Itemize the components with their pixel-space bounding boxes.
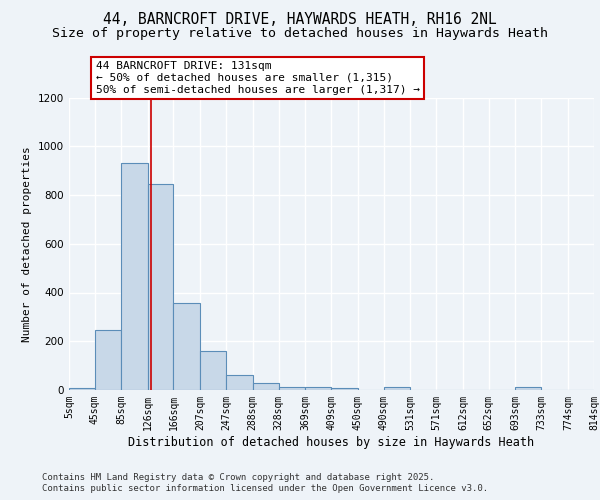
Text: Contains HM Land Registry data © Crown copyright and database right 2025.: Contains HM Land Registry data © Crown c… xyxy=(42,472,434,482)
X-axis label: Distribution of detached houses by size in Haywards Heath: Distribution of detached houses by size … xyxy=(128,436,535,448)
Bar xyxy=(148,184,173,390)
Bar xyxy=(278,387,305,390)
Text: 44 BARNCROFT DRIVE: 131sqm
← 50% of detached houses are smaller (1,315)
50% of s: 44 BARNCROFT DRIVE: 131sqm ← 50% of deta… xyxy=(95,62,419,94)
Bar xyxy=(95,330,121,390)
Text: Size of property relative to detached houses in Haywards Heath: Size of property relative to detached ho… xyxy=(52,28,548,40)
Bar xyxy=(331,388,358,390)
Bar xyxy=(384,387,410,390)
Text: Contains public sector information licensed under the Open Government Licence v3: Contains public sector information licen… xyxy=(42,484,488,493)
Bar xyxy=(226,375,253,390)
Bar xyxy=(200,352,226,390)
Y-axis label: Number of detached properties: Number of detached properties xyxy=(22,146,32,342)
Text: 44, BARNCROFT DRIVE, HAYWARDS HEATH, RH16 2NL: 44, BARNCROFT DRIVE, HAYWARDS HEATH, RH1… xyxy=(103,12,497,28)
Bar xyxy=(305,387,331,390)
Bar xyxy=(173,304,200,390)
Bar xyxy=(69,388,95,390)
Bar xyxy=(515,387,541,390)
Bar xyxy=(121,164,148,390)
Bar xyxy=(253,383,278,390)
